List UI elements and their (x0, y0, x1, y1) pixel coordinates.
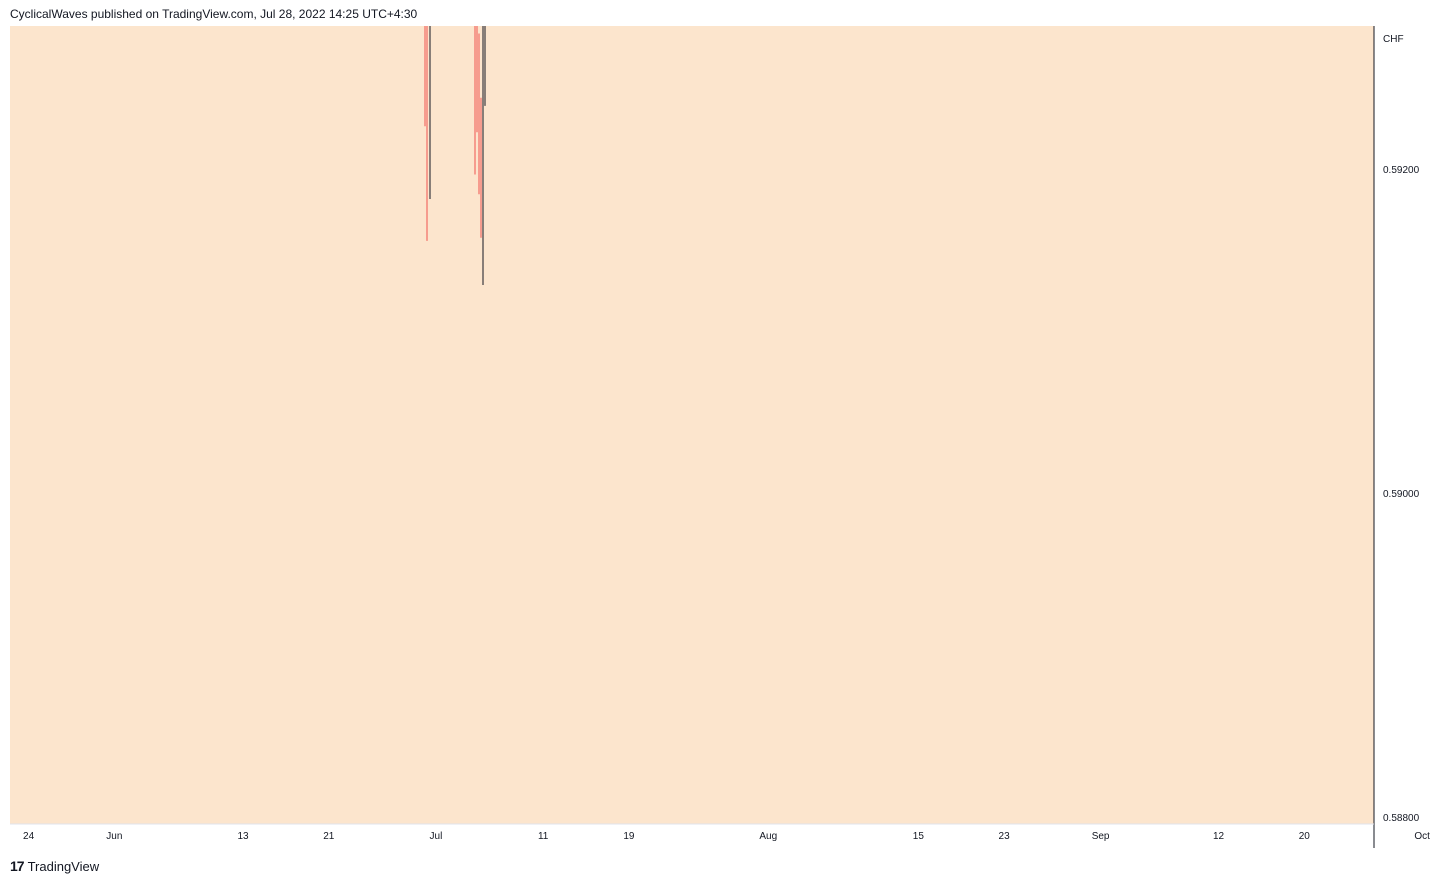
time-tick-label: Aug (759, 831, 777, 842)
price-tick-label: 0.59200 (1383, 165, 1420, 176)
tradingview-footer: 17 TradingView (10, 858, 99, 874)
currency-label: CHF (1383, 34, 1404, 45)
time-tick-label: 19 (623, 831, 635, 842)
price-tick-label: 0.59000 (1383, 489, 1420, 500)
time-tick-label: Jun (106, 831, 122, 842)
time-axis: 24 Jun 13 21 Jul 11 19 Aug 15 23 Sep 12 20 Oct (23, 831, 1430, 842)
plot-background (10, 26, 1374, 824)
time-tick-label: 24 (23, 831, 35, 842)
time-tick-label: 23 (999, 831, 1011, 842)
time-tick-label: Oct (1414, 831, 1430, 842)
brand-name: TradingView (27, 858, 100, 874)
price-tick-label: 0.58800 (1383, 813, 1420, 824)
time-tick-label: Jul (430, 831, 443, 842)
tradingview-logo-icon: 17 (10, 858, 25, 874)
candles (424, 26, 486, 285)
publisher-header: CyclicalWaves published on TradingView.c… (10, 7, 418, 21)
time-tick-label: 15 (913, 831, 925, 842)
price-axis: 0.634000.630000.628000.626000.624000.622… (1383, 165, 1420, 824)
time-tick-label: 12 (1213, 831, 1225, 842)
time-tick-label: 13 (237, 831, 249, 842)
time-tick-label: Sep (1092, 831, 1110, 842)
time-tick-label: 21 (323, 831, 335, 842)
time-tick-label: 20 (1299, 831, 1311, 842)
time-tick-label: 11 (538, 831, 549, 842)
